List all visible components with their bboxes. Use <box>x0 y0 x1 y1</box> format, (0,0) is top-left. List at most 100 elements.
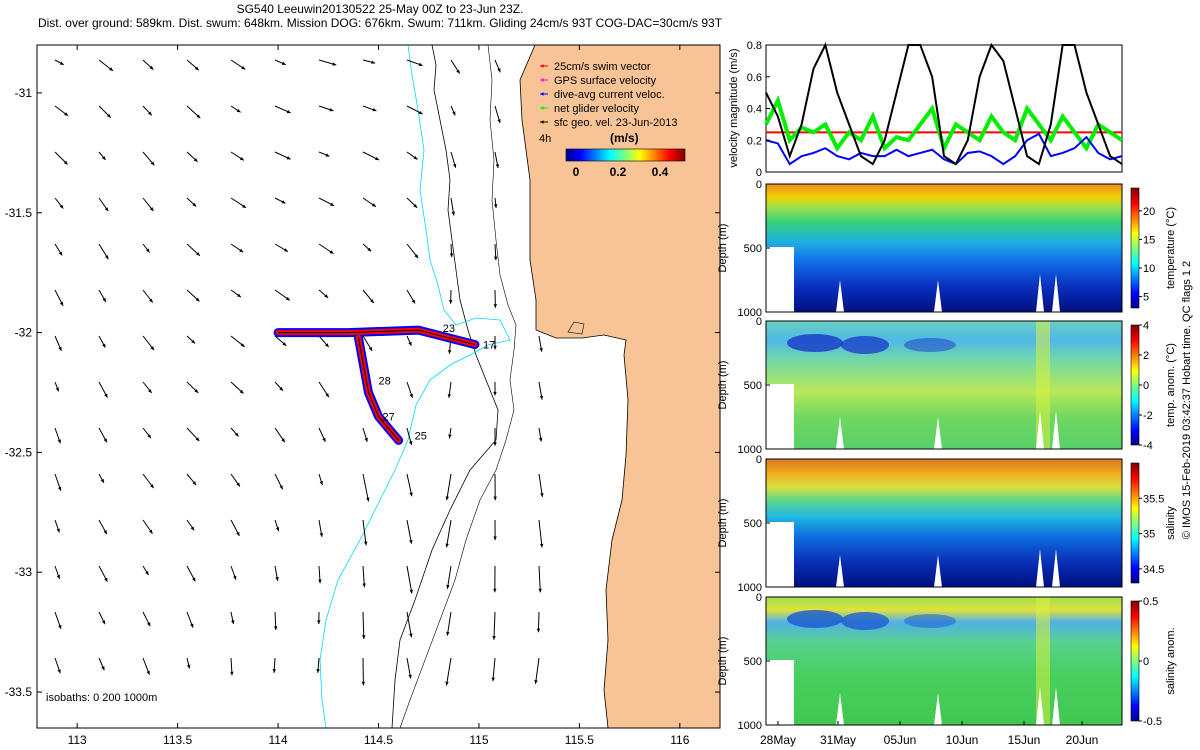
velocity-arrowhead <box>493 345 497 350</box>
velocity-arrow <box>538 565 541 593</box>
y-tick-label: 0.8 <box>747 40 762 52</box>
velocity-arrowhead <box>329 108 334 112</box>
velocity-arrowhead <box>145 248 150 253</box>
velocity-arrowhead <box>493 536 497 541</box>
velocity-arrow <box>406 611 412 638</box>
velocity-arrowhead <box>446 584 450 589</box>
colorbar-tick-label: 2 <box>1143 350 1149 362</box>
legend-entry: GPS surface velocity <box>554 75 657 87</box>
colorbar-tick-label: 4 <box>1143 320 1149 332</box>
velocity-arrowhead <box>371 203 376 207</box>
missing-data <box>934 417 942 449</box>
velocity-arrowhead <box>230 671 234 676</box>
velocity-arrowhead <box>361 681 366 686</box>
track-label: 27 <box>383 411 395 423</box>
velocity-arrowhead <box>362 583 366 588</box>
section-panel: 0 500 1000 Depth (m) -0.5 0 0.5 salinity anom. <box>717 592 1177 732</box>
velocity-arrowhead <box>493 304 498 308</box>
velocity-arrowhead <box>56 528 60 533</box>
colorbar-tick-label: 35 <box>1143 529 1155 541</box>
track-point-labels: 23 17 28 27 25 <box>379 323 496 443</box>
missing-data <box>836 417 844 449</box>
velocity-arrowhead <box>316 669 320 673</box>
missing-data <box>934 280 942 312</box>
velocity-arrowhead <box>493 588 497 593</box>
velocity-arrowhead <box>55 387 59 392</box>
y-tick-label: 0.2 <box>747 135 762 147</box>
series-line <box>765 42 1123 166</box>
velocity-arrowhead <box>149 298 153 303</box>
velocity-arrowhead <box>411 299 416 304</box>
map-axes: 113 113.5 114 114.5 115 115.5 116 -31 -31.5 -32 -3… <box>5 45 720 747</box>
section-ylabel: Depth (m) <box>717 224 729 273</box>
velocity-arrowhead <box>330 202 335 206</box>
colorbar-label: salinity <box>1165 506 1177 540</box>
anomaly-blob <box>787 334 843 352</box>
velocity-arrowhead <box>192 481 197 486</box>
velocity-arrowhead <box>497 119 501 124</box>
velocity-arrowhead <box>493 204 498 209</box>
velocity-arrowhead <box>491 677 495 682</box>
y-tick-label: 0 <box>756 179 762 191</box>
colorbar-label: temperature (°C) <box>1165 207 1177 289</box>
velocity-arrowhead <box>408 674 412 679</box>
x-tick-label: 115 <box>469 733 488 747</box>
velocity-arrowhead <box>409 539 413 544</box>
chart-subtitle: Dist. over ground: 589km. Dist. swum: 64… <box>37 16 723 30</box>
geostrophic-velocity-arrows <box>54 59 544 686</box>
velocity-arrowhead <box>317 620 321 624</box>
missing-data <box>766 384 794 449</box>
section-field <box>766 184 1122 312</box>
missing-data <box>1036 274 1044 312</box>
colorbar-tick: 0 <box>573 165 580 179</box>
velocity-arrowhead <box>149 65 154 70</box>
velocity-arrowhead <box>275 527 280 532</box>
velocity-arrow <box>406 473 413 497</box>
y-tick-label: 1000 <box>738 444 762 456</box>
velocity-arrowhead <box>150 346 155 351</box>
colorbar-tick: 0.4 <box>652 165 669 179</box>
velocity-arrowhead <box>451 211 456 216</box>
velocity-arrowhead <box>363 541 368 546</box>
y-tick-label: 0 <box>756 167 762 179</box>
velocity-arrowhead <box>536 628 541 633</box>
colorbar-label: salinity anom. <box>1165 627 1177 694</box>
velocity-arrowhead <box>58 251 63 256</box>
velocity-arrowhead <box>409 633 413 638</box>
velocity-arrowhead <box>234 432 239 437</box>
missing-data <box>1052 687 1060 725</box>
velocity-arrowhead <box>445 496 450 501</box>
track-line <box>278 329 476 441</box>
y-tick-label: 0 <box>756 454 762 466</box>
velocity-arrowhead <box>322 437 326 442</box>
velocity-arrowhead <box>192 202 197 207</box>
velocity-arrowhead <box>195 297 200 302</box>
velocity-arrowhead <box>286 109 291 114</box>
isobath-200 <box>319 44 511 729</box>
velocity-arrowhead <box>148 389 152 393</box>
velocity-arrowhead <box>57 439 61 444</box>
section-colorbar <box>1130 600 1140 722</box>
velocity-arrowhead <box>371 60 376 64</box>
velocity-arrowhead <box>418 62 423 67</box>
velocity-arrowhead <box>104 207 109 212</box>
velocity-panel: 0 0.2 0.4 0.6 0.8 velocity magnitude (m/s) <box>728 40 1124 179</box>
velocity-arrowhead <box>240 343 245 347</box>
velocity-arrowhead <box>540 92 544 96</box>
missing-data <box>836 280 844 312</box>
section-colorbar <box>1130 462 1140 584</box>
colorbar-tick-label: 34.5 <box>1143 564 1164 576</box>
velocity-arrowhead <box>194 389 199 393</box>
velocity-arrowhead <box>414 254 419 259</box>
velocity-arrowhead <box>281 438 285 443</box>
y-tick-label: 0.6 <box>747 72 762 84</box>
section-ylabel: Depth (m) <box>717 637 729 686</box>
velocity-arrowhead <box>236 293 241 298</box>
velocity-arrowhead <box>493 496 497 501</box>
velocity-arrowhead <box>448 300 453 304</box>
x-tick-label: 05Jun <box>884 733 917 747</box>
velocity-arrowhead <box>367 247 372 252</box>
missing-data <box>1036 687 1044 725</box>
section-colorbar <box>1130 324 1140 446</box>
